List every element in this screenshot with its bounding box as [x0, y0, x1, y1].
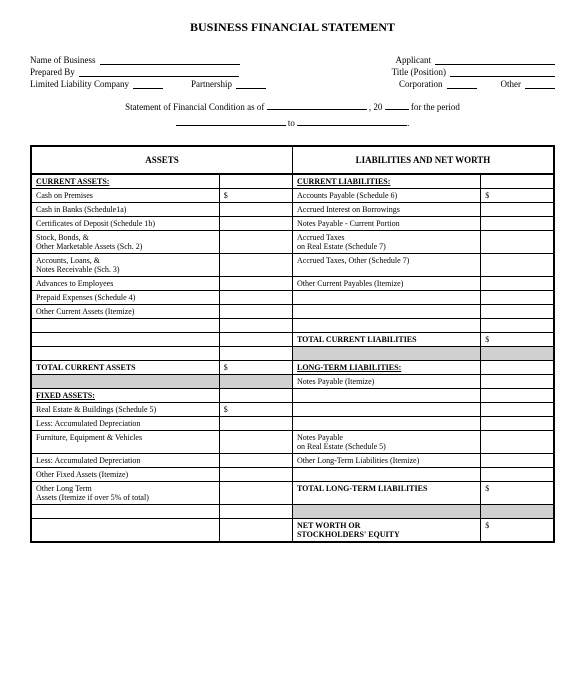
statement-of-condition: Statement of Financial Condition as of ,…: [30, 99, 555, 131]
stmt-text-c: for the period: [411, 102, 460, 112]
row-accts-payable: Accounts Payable (Schedule 6): [292, 189, 480, 203]
amt-real-estate[interactable]: $: [219, 403, 292, 417]
row-total-lt-liab: TOTAL LONG-TERM LIABILITIES: [292, 482, 480, 505]
amt-less-dep1[interactable]: [219, 417, 292, 431]
row-prepaid: Prepaid Expenses (Schedule 4): [31, 291, 219, 305]
amt-accrued-taxes-re[interactable]: [481, 231, 554, 254]
amt-less-dep2[interactable]: [219, 454, 292, 468]
amt-notes-payable-item[interactable]: [481, 375, 554, 389]
amt-total-lt-liab[interactable]: $: [481, 482, 554, 505]
row-notes-current: Notes Payable - Current Portion: [292, 217, 480, 231]
row-less-dep2: Less: Accumulated Depreciation: [31, 454, 219, 468]
row-less-dep1: Less: Accumulated Depreciation: [31, 417, 219, 431]
shaded-cell: [481, 347, 554, 361]
fixed-assets-header: FIXED ASSETS:: [31, 389, 219, 403]
input-name-of-business[interactable]: [100, 55, 240, 65]
row-other-fixed: Other Fixed Assets (Itemize): [31, 468, 219, 482]
row-other-current: Other Current Assets (Itemize): [31, 305, 219, 319]
amt-cash-premises[interactable]: $: [219, 189, 292, 203]
input-as-of-date[interactable]: [267, 100, 367, 110]
amt-cash-banks[interactable]: [219, 203, 292, 217]
input-year[interactable]: [385, 100, 409, 110]
row-notes-payable-item: Notes Payable (Itemize): [292, 375, 480, 389]
label-llc: Limited Liability Company: [30, 79, 129, 89]
row-cash-premises: Cash on Premises: [31, 189, 219, 203]
input-other[interactable]: [525, 79, 555, 89]
label-corporation: Corporation: [399, 79, 443, 89]
amt-advances[interactable]: [219, 277, 292, 291]
current-liab-header: CURRENT LIABILITIES:: [292, 174, 480, 189]
row-real-estate: Real Estate & Buildings (Schedule 5): [31, 403, 219, 417]
liabilities-header: LIABILITIES AND NET WORTH: [292, 146, 554, 174]
row-notes-payable-re: Notes Payable on Real Estate (Schedule 5…: [292, 431, 480, 454]
input-llc[interactable]: [133, 79, 163, 89]
amt-net-worth[interactable]: $: [481, 519, 554, 543]
row-cds: Certificates of Deposit (Schedule 1b): [31, 217, 219, 231]
row-net-worth: NET WORTH OR STOCKHOLDERS' EQUITY: [292, 519, 480, 543]
amt-notes-payable-re[interactable]: [481, 431, 554, 454]
amt-furniture[interactable]: [219, 431, 292, 454]
input-period-to[interactable]: [297, 116, 407, 126]
amt-accrued-interest[interactable]: [481, 203, 554, 217]
long-term-liab-header: LONG-TERM LIABILITIES:: [292, 361, 480, 375]
shaded-cell: [481, 505, 554, 519]
label-applicant: Applicant: [396, 55, 432, 65]
shaded-cell: [219, 375, 292, 389]
financial-table: ASSETS LIABILITIES AND NET WORTH CURRENT…: [30, 145, 555, 543]
row-other-long-term: Other Long Term Assets (Itemize if over …: [31, 482, 219, 505]
row-accrued-taxes-other: Accrued Taxes, Other (Schedule 7): [292, 254, 480, 277]
stmt-text-b: , 20: [369, 102, 383, 112]
stmt-text-a: Statement of Financial Condition as of: [125, 102, 264, 112]
amt-other-current[interactable]: [219, 305, 292, 319]
amt-other-fixed[interactable]: [219, 468, 292, 482]
label-name-of-business: Name of Business: [30, 55, 96, 65]
amt-total-current-assets[interactable]: $: [219, 361, 292, 375]
page-title: BUSINESS FINANCIAL STATEMENT: [30, 20, 555, 35]
amt-other-long-term[interactable]: [219, 482, 292, 505]
amt-stock-bonds[interactable]: [219, 231, 292, 254]
input-prepared-by[interactable]: [79, 67, 239, 77]
row-other-current-pay: Other Current Payables (Itemize): [292, 277, 480, 291]
input-partnership[interactable]: [236, 79, 266, 89]
shaded-cell: [292, 347, 480, 361]
label-title-position: Title (Position): [392, 67, 446, 77]
amt-notes-current[interactable]: [481, 217, 554, 231]
label-partnership: Partnership: [191, 79, 232, 89]
row-furniture: Furniture, Equipment & Vehicles: [31, 431, 219, 454]
row-other-lt-liab: Other Long-Term Liabilities (Itemize): [292, 454, 480, 468]
row-advances: Advances to Employees: [31, 277, 219, 291]
amt-cds[interactable]: [219, 217, 292, 231]
current-assets-header: CURRENT ASSETS:: [31, 174, 219, 189]
input-period-from[interactable]: [176, 116, 286, 126]
row-accrued-interest: Accrued Interest on Borrowings: [292, 203, 480, 217]
form-header: Name of Business Applicant Prepared By T…: [30, 55, 555, 89]
row-total-current-liab: TOTAL CURRENT LIABILITIES: [292, 333, 480, 347]
row-accts-loans: Accounts, Loans, & Notes Receivable (Sch…: [31, 254, 219, 277]
row-accrued-taxes-re: Accrued Taxes on Real Estate (Schedule 7…: [292, 231, 480, 254]
amt-accts-payable[interactable]: $: [481, 189, 554, 203]
stmt-text-to: to: [288, 118, 295, 128]
row-stock-bonds: Stock, Bonds, & Other Marketable Assets …: [31, 231, 219, 254]
label-other: Other: [501, 79, 522, 89]
amt-prepaid[interactable]: [219, 291, 292, 305]
input-title-position[interactable]: [450, 67, 555, 77]
assets-header: ASSETS: [31, 146, 292, 174]
input-applicant[interactable]: [435, 55, 555, 65]
amt-total-current-liab[interactable]: $: [481, 333, 554, 347]
shaded-cell: [31, 375, 219, 389]
amt-accrued-taxes-other[interactable]: [481, 254, 554, 277]
input-corporation[interactable]: [447, 79, 477, 89]
label-prepared-by: Prepared By: [30, 67, 75, 77]
row-total-current-assets: TOTAL CURRENT ASSETS: [31, 361, 219, 375]
amt-accts-loans[interactable]: [219, 254, 292, 277]
amt-other-lt-liab[interactable]: [481, 454, 554, 468]
amt-other-current-pay[interactable]: [481, 277, 554, 291]
shaded-cell: [292, 505, 480, 519]
row-cash-banks: Cash in Banks (Schedule1a): [31, 203, 219, 217]
